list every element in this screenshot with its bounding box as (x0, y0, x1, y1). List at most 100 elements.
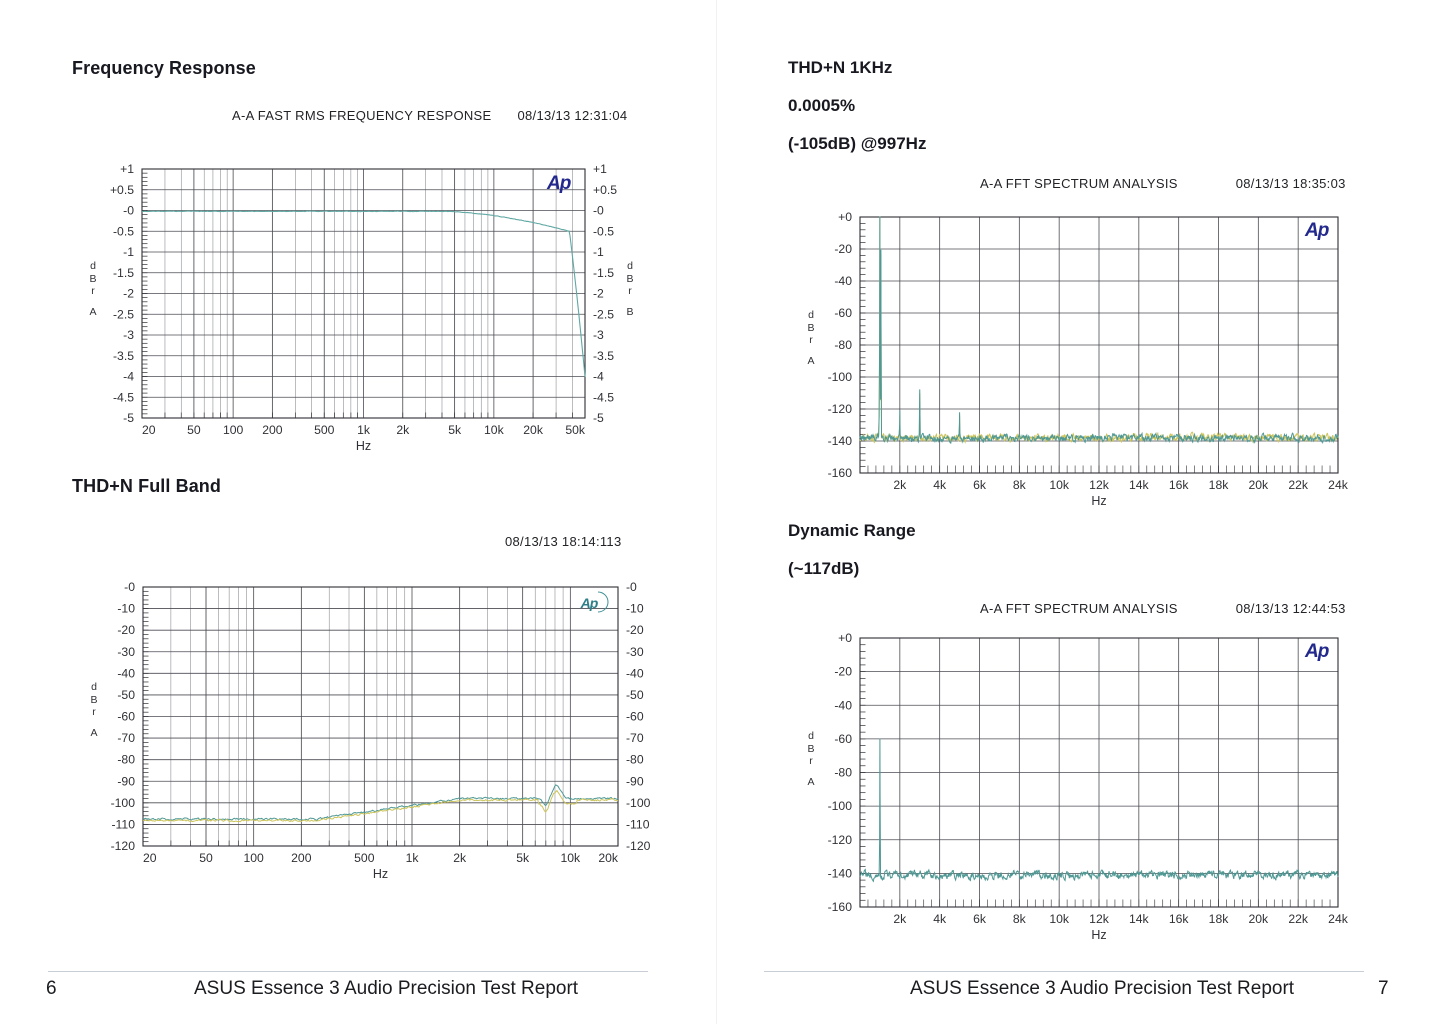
svg-text:24k: 24k (1328, 478, 1349, 492)
svg-text:500: 500 (314, 423, 335, 437)
svg-text:Ap: Ap (580, 595, 599, 611)
svg-text:-40: -40 (834, 698, 852, 712)
svg-text:-120: -120 (111, 839, 136, 853)
svg-text:50k: 50k (565, 423, 586, 437)
svg-text:-10: -10 (626, 602, 644, 616)
svg-text:-2.5: -2.5 (113, 307, 134, 321)
svg-text:-50: -50 (117, 688, 135, 702)
svg-text:20k: 20k (1249, 912, 1270, 926)
svg-text:-40: -40 (626, 666, 644, 680)
svg-text:10k: 10k (1049, 912, 1070, 926)
svg-text:22k: 22k (1288, 912, 1309, 926)
svg-text:-10: -10 (117, 602, 135, 616)
svg-text:+1: +1 (593, 162, 607, 176)
svg-text:-4: -4 (123, 370, 134, 384)
svg-text:-2.5: -2.5 (593, 307, 614, 321)
svg-text:-20: -20 (834, 665, 852, 679)
svg-text:4k: 4k (933, 912, 947, 926)
svg-text:16k: 16k (1169, 912, 1190, 926)
svg-text:-100: -100 (626, 796, 651, 810)
svg-text:-0: -0 (626, 580, 637, 594)
svg-text:-120: -120 (626, 839, 651, 853)
svg-text:5k: 5k (516, 851, 530, 865)
svg-text:-100: -100 (111, 796, 136, 810)
svg-text:-1: -1 (123, 245, 134, 259)
svg-text:22k: 22k (1288, 478, 1309, 492)
svg-text:-0.5: -0.5 (593, 224, 614, 238)
svg-text:-70: -70 (626, 731, 644, 745)
svg-text:2k: 2k (893, 478, 907, 492)
svg-text:-80: -80 (834, 766, 852, 780)
svg-text:+0.5: +0.5 (593, 183, 617, 197)
svg-text:-60: -60 (834, 306, 852, 320)
svg-text:-120: -120 (828, 833, 853, 847)
svg-text:4k: 4k (933, 478, 947, 492)
svg-text:20: 20 (142, 423, 156, 437)
svg-text:-20: -20 (626, 623, 644, 637)
svg-text:-30: -30 (117, 645, 135, 659)
svg-text:-50: -50 (626, 688, 644, 702)
svg-text:-20: -20 (117, 623, 135, 637)
svg-text:6k: 6k (973, 478, 987, 492)
svg-text:18k: 18k (1209, 478, 1230, 492)
svg-text:-40: -40 (834, 274, 852, 288)
svg-text:100: 100 (243, 851, 264, 865)
svg-text:-110: -110 (626, 817, 650, 831)
svg-text:16k: 16k (1169, 478, 1190, 492)
svg-text:-0.5: -0.5 (113, 224, 134, 238)
svg-text:5k: 5k (448, 423, 462, 437)
svg-text:-1: -1 (593, 245, 604, 259)
svg-text:-160: -160 (828, 466, 853, 480)
svg-text:Hz: Hz (356, 439, 371, 453)
svg-text:-5: -5 (123, 411, 134, 425)
svg-text:200: 200 (262, 423, 283, 437)
svg-text:12k: 12k (1089, 478, 1110, 492)
svg-text:-0: -0 (593, 204, 604, 218)
svg-text:6k: 6k (973, 912, 987, 926)
svg-text:Hz: Hz (1091, 494, 1106, 508)
svg-text:-5: -5 (593, 411, 604, 425)
svg-text:2k: 2k (396, 423, 410, 437)
svg-text:+1: +1 (120, 162, 134, 176)
svg-text:-4.5: -4.5 (593, 390, 614, 404)
svg-text:-90: -90 (117, 774, 135, 788)
svg-text:50: 50 (187, 423, 201, 437)
svg-text:-80: -80 (626, 753, 644, 767)
svg-text:14k: 14k (1129, 912, 1150, 926)
svg-text:-70: -70 (117, 731, 135, 745)
svg-text:200: 200 (291, 851, 312, 865)
svg-text:-4: -4 (593, 370, 604, 384)
svg-text:24k: 24k (1328, 912, 1349, 926)
svg-text:-4.5: -4.5 (113, 390, 134, 404)
svg-text:-80: -80 (117, 753, 135, 767)
svg-text:-2: -2 (123, 287, 134, 301)
svg-text:-100: -100 (828, 799, 853, 813)
svg-text:-140: -140 (828, 866, 853, 880)
svg-text:2k: 2k (453, 851, 467, 865)
svg-text:-60: -60 (117, 710, 135, 724)
svg-text:Hz: Hz (373, 867, 388, 881)
svg-text:1k: 1k (406, 851, 420, 865)
svg-text:-3.5: -3.5 (593, 349, 614, 363)
svg-text:10k: 10k (561, 851, 582, 865)
svg-text:+0.5: +0.5 (110, 183, 134, 197)
svg-text:-60: -60 (626, 710, 644, 724)
svg-text:-3: -3 (123, 328, 134, 342)
svg-text:-90: -90 (626, 774, 644, 788)
svg-text:100: 100 (223, 423, 244, 437)
svg-text:20: 20 (143, 851, 157, 865)
svg-text:500: 500 (354, 851, 375, 865)
svg-text:2k: 2k (893, 912, 907, 926)
svg-text:-80: -80 (834, 338, 852, 352)
svg-text:-3.5: -3.5 (113, 349, 134, 363)
svg-text:8k: 8k (1013, 912, 1027, 926)
svg-text:-30: -30 (626, 645, 644, 659)
svg-text:+0: +0 (838, 631, 852, 645)
svg-text:-2: -2 (593, 287, 604, 301)
svg-text:10k: 10k (1049, 478, 1070, 492)
svg-text:10k: 10k (484, 423, 505, 437)
svg-text:18k: 18k (1209, 912, 1230, 926)
svg-text:-0: -0 (124, 580, 135, 594)
svg-text:-40: -40 (117, 666, 135, 680)
svg-text:Hz: Hz (1091, 928, 1106, 942)
